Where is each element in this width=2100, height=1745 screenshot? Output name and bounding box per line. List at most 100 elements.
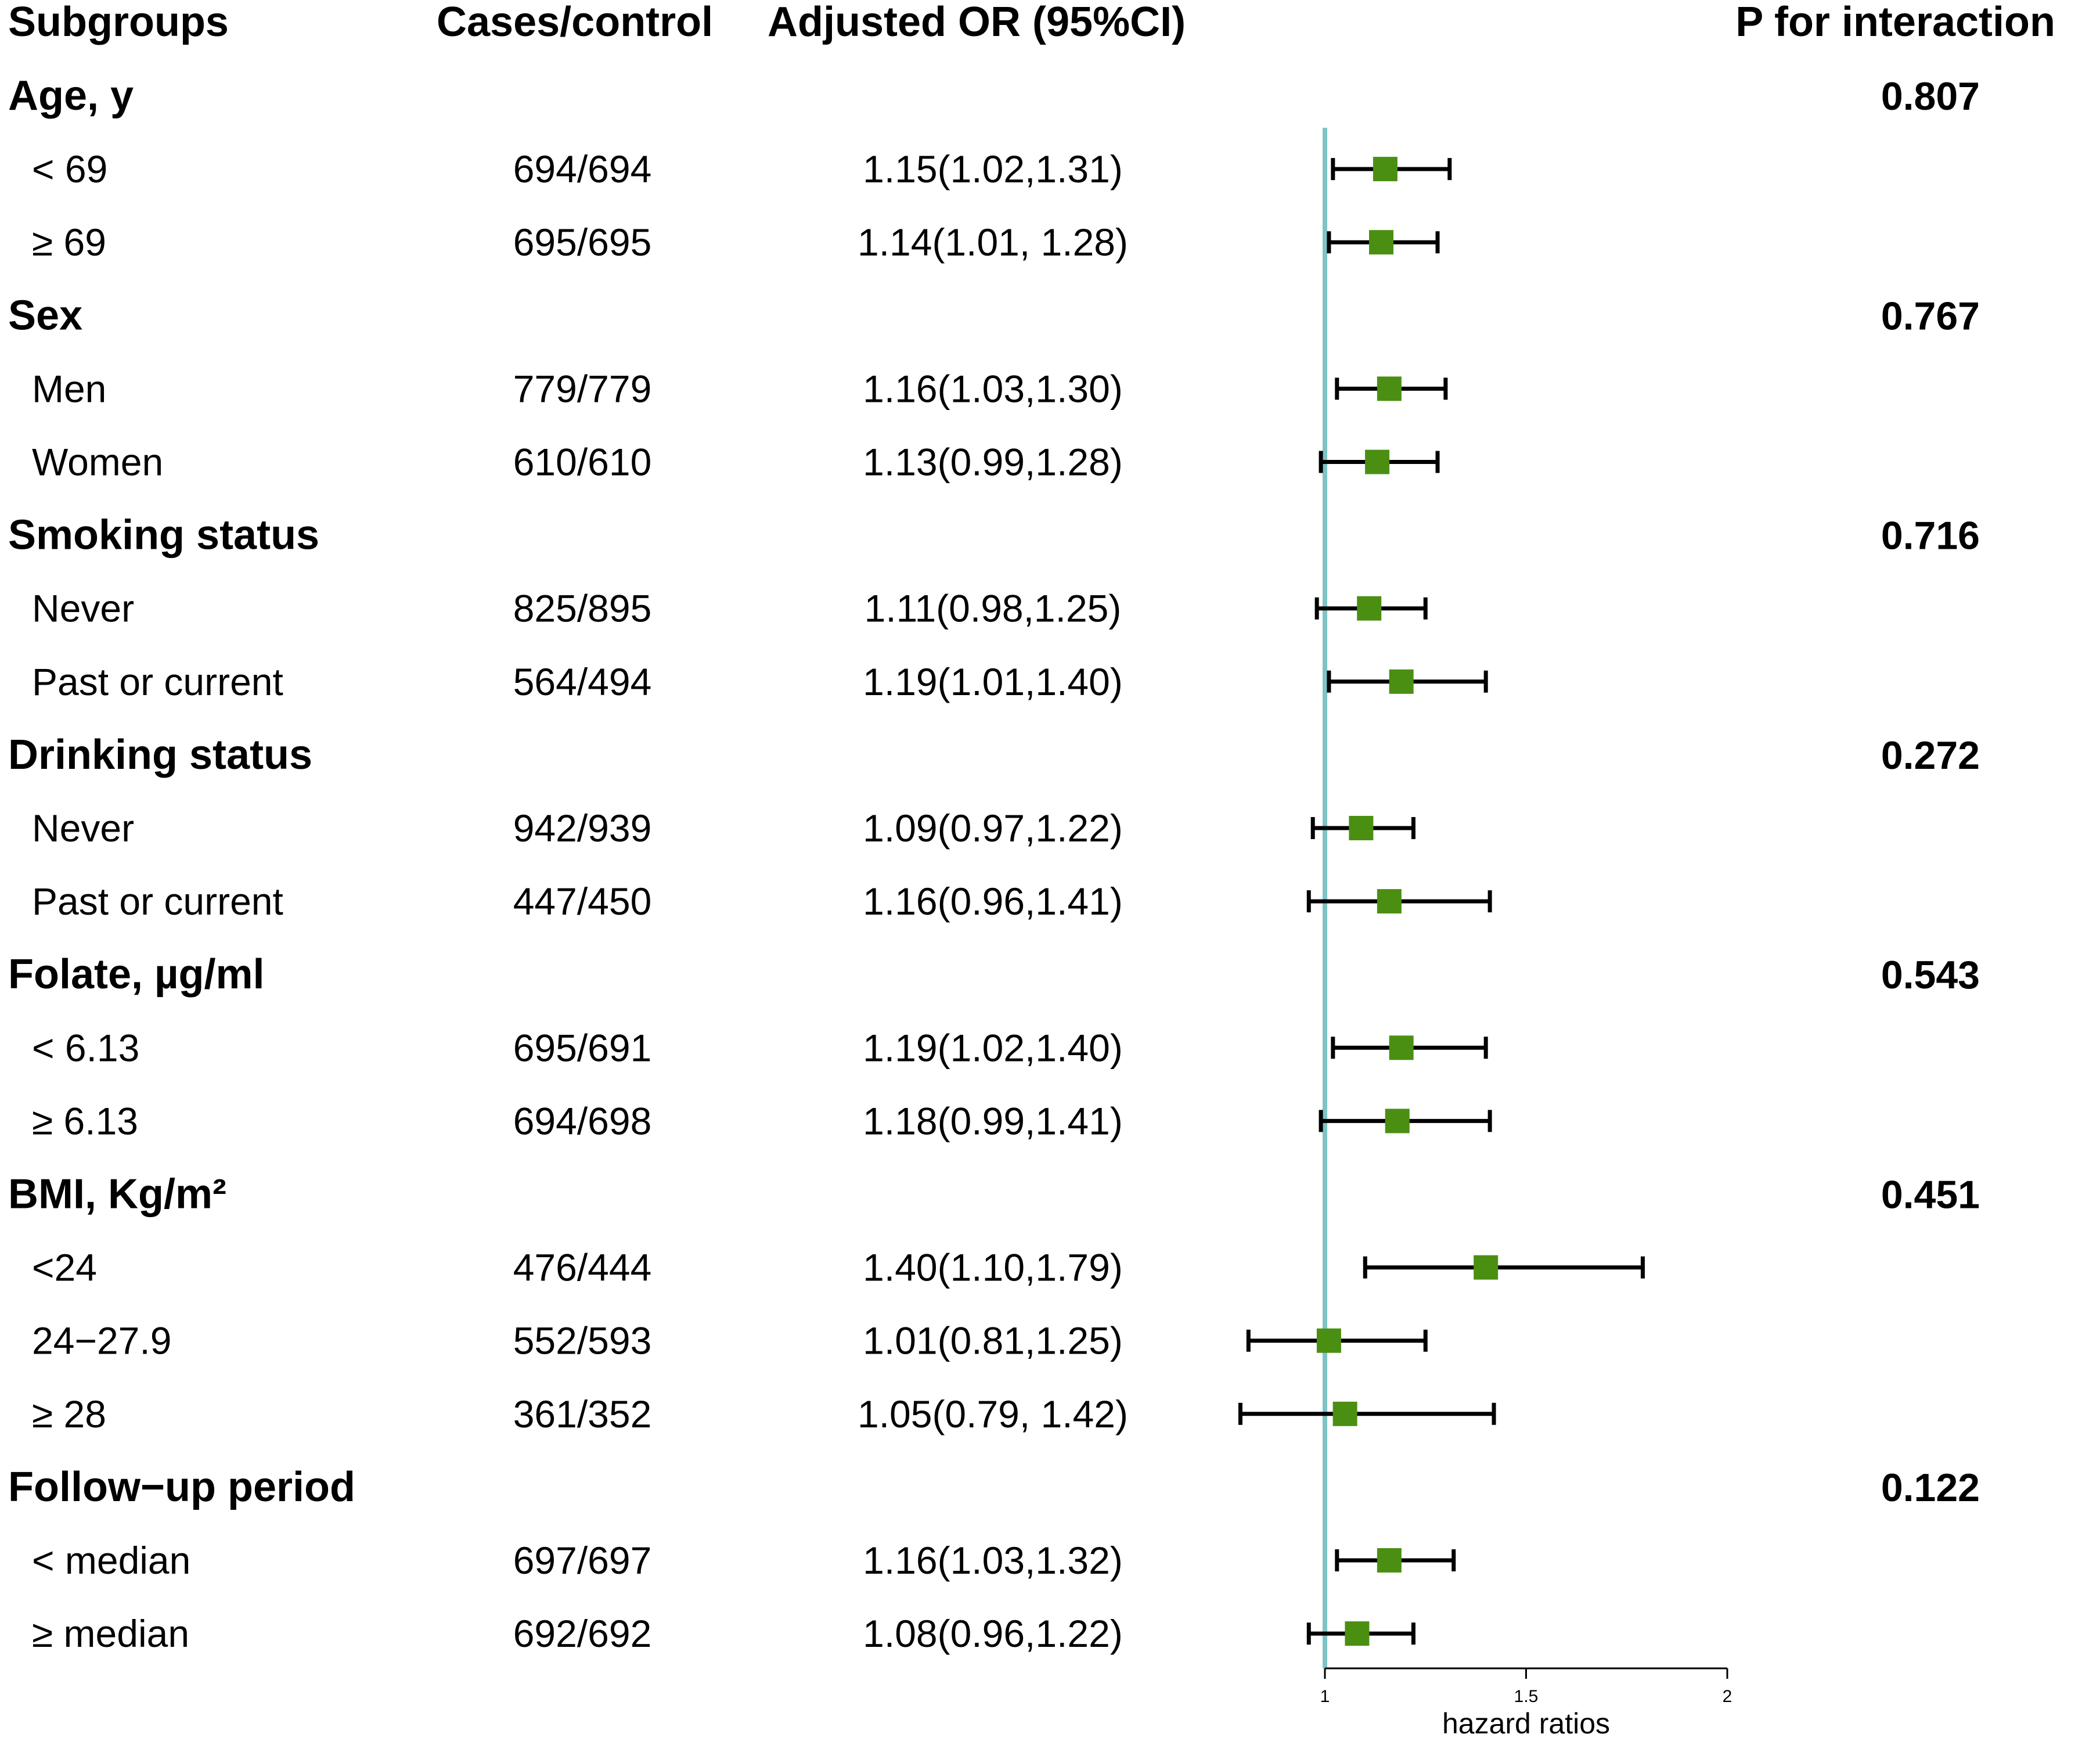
or-ci-value: 1.18(0.99,1.41)	[863, 1099, 1123, 1142]
subgroup-label: ≥ median	[32, 1612, 189, 1655]
forest-row-marks	[1306, 1621, 1415, 1646]
group-label: Follow−up period	[8, 1464, 355, 1510]
cases-control-value: 476/444	[513, 1246, 652, 1289]
or-point-marker	[1369, 230, 1394, 255]
or-point-marker	[1365, 449, 1390, 474]
p-value-label: 0.716	[1881, 514, 1980, 558]
forest-row-marks	[1319, 1109, 1492, 1134]
or-ci-value: 1.11(0.98,1.25)	[865, 587, 1122, 630]
or-ci-value: 1.08(0.96,1.22)	[863, 1612, 1123, 1655]
or-ci-value: 1.16(0.96,1.41)	[863, 880, 1123, 923]
cases-control-value: 564/494	[513, 660, 652, 703]
table-rows: Age, y 0.807 < 69 694/694 1.15(1.02,1.31) ≥ 6…	[8, 73, 1980, 1655]
or-point-marker	[1377, 1548, 1402, 1573]
subgroup-label: Never	[32, 587, 134, 630]
cases-control-value: 694/698	[513, 1099, 652, 1142]
or-ci-value: 1.09(0.97,1.22)	[863, 807, 1123, 850]
subgroup-label: Men	[32, 367, 106, 410]
subgroup-label: < 6.13	[32, 1026, 139, 1069]
p-value-label: 0.767	[1881, 294, 1980, 338]
forest-marks	[1238, 128, 1645, 1668]
or-point-marker	[1377, 889, 1402, 914]
or-ci-value: 1.16(1.03,1.30)	[863, 367, 1123, 410]
cases-control-value: 610/610	[513, 441, 652, 484]
or-ci-value: 1.19(1.02,1.40)	[863, 1026, 1123, 1069]
subgroup-label: ≥ 6.13	[32, 1099, 138, 1142]
subgroup-label: <24	[32, 1246, 97, 1289]
p-value-label: 0.272	[1881, 733, 1980, 778]
cases-control-value: 692/692	[513, 1612, 652, 1655]
subgroup-label: ≥ 28	[32, 1393, 106, 1435]
group-label: BMI, Kg/m²	[8, 1171, 226, 1218]
header-p-interaction: P for interaction	[1735, 0, 2055, 45]
x-axis-label: hazard ratios	[1442, 1707, 1610, 1740]
cases-control-value: 942/939	[513, 807, 652, 850]
cases-control-value: 695/695	[513, 221, 652, 264]
header-cases-control: Cases/control	[437, 0, 713, 45]
group-label: Age, y	[8, 73, 134, 119]
or-ci-value: 1.15(1.02,1.31)	[863, 147, 1123, 190]
p-value-label: 0.451	[1881, 1173, 1980, 1217]
forest-row-marks	[1331, 157, 1452, 182]
or-point-marker	[1385, 1109, 1410, 1134]
cases-control-value: 694/694	[513, 147, 652, 190]
forest-row-marks	[1331, 1035, 1488, 1060]
or-point-marker	[1389, 669, 1414, 694]
subgroup-label: Never	[32, 807, 134, 850]
p-value-label: 0.543	[1881, 953, 1980, 997]
forest-row-marks	[1327, 669, 1488, 694]
x-tick-label: 1	[1320, 1687, 1330, 1706]
cases-control-value: 825/895	[513, 587, 652, 630]
group-label: Sex	[8, 292, 82, 339]
or-point-marker	[1332, 1401, 1357, 1426]
forest-row-marks	[1335, 376, 1448, 401]
or-ci-value: 1.16(1.03,1.32)	[863, 1539, 1123, 1582]
or-point-marker	[1357, 596, 1382, 621]
cases-control-value: 695/691	[513, 1026, 652, 1069]
x-tick-label: 2	[1723, 1687, 1732, 1706]
or-point-marker	[1474, 1255, 1499, 1280]
header-adjusted-or: Adjusted OR (95%CI)	[768, 0, 1186, 45]
cases-control-value: 552/593	[513, 1319, 652, 1362]
p-value-label: 0.807	[1881, 74, 1980, 118]
or-ci-value: 1.05(0.79, 1.42)	[858, 1393, 1128, 1435]
cases-control-value: 361/352	[513, 1393, 652, 1435]
group-label: Drinking status	[8, 732, 312, 778]
forest-row-marks	[1327, 230, 1440, 255]
or-point-marker	[1345, 1621, 1370, 1646]
subgroup-label: 24−27.9	[32, 1319, 171, 1362]
or-ci-value: 1.14(1.01, 1.28)	[858, 221, 1128, 264]
forest-row-marks	[1246, 1328, 1428, 1353]
subgroup-label: Past or current	[32, 660, 283, 703]
forest-row-marks	[1238, 1401, 1496, 1426]
forest-row-marks	[1363, 1255, 1645, 1280]
forest-row-marks	[1319, 449, 1440, 474]
subgroup-label: Women	[32, 441, 163, 484]
or-point-marker	[1373, 157, 1397, 182]
subgroup-label: < 69	[32, 147, 107, 190]
subgroup-label: < median	[32, 1539, 190, 1582]
or-point-marker	[1377, 376, 1402, 401]
column-headers: Subgroups Cases/control Adjusted OR (95%…	[8, 0, 2055, 45]
header-subgroups: Subgroups	[8, 0, 229, 45]
cases-control-value: 447/450	[513, 880, 652, 923]
or-ci-value: 1.01(0.81,1.25)	[863, 1319, 1123, 1362]
subgroup-label: Past or current	[32, 880, 283, 923]
or-point-marker	[1389, 1035, 1414, 1060]
x-tick-label: 1.5	[1514, 1687, 1539, 1706]
or-point-marker	[1349, 816, 1374, 840]
or-ci-value: 1.13(0.99,1.28)	[863, 441, 1123, 484]
or-ci-value: 1.19(1.01,1.40)	[863, 660, 1123, 703]
forest-row-marks	[1335, 1548, 1456, 1573]
or-ci-value: 1.40(1.10,1.79)	[863, 1246, 1123, 1289]
group-label: Smoking status	[8, 512, 319, 559]
or-point-marker	[1316, 1328, 1341, 1353]
subgroup-label: ≥ 69	[32, 221, 106, 264]
forest-row-marks	[1310, 816, 1415, 840]
cases-control-value: 779/779	[513, 367, 652, 410]
forest-row-marks	[1314, 596, 1428, 621]
forest-row-marks	[1306, 889, 1492, 914]
x-axis: 1 1.5 2 hazard ratios	[1320, 1667, 1732, 1740]
group-label: Folate, µg/ml	[8, 951, 265, 998]
